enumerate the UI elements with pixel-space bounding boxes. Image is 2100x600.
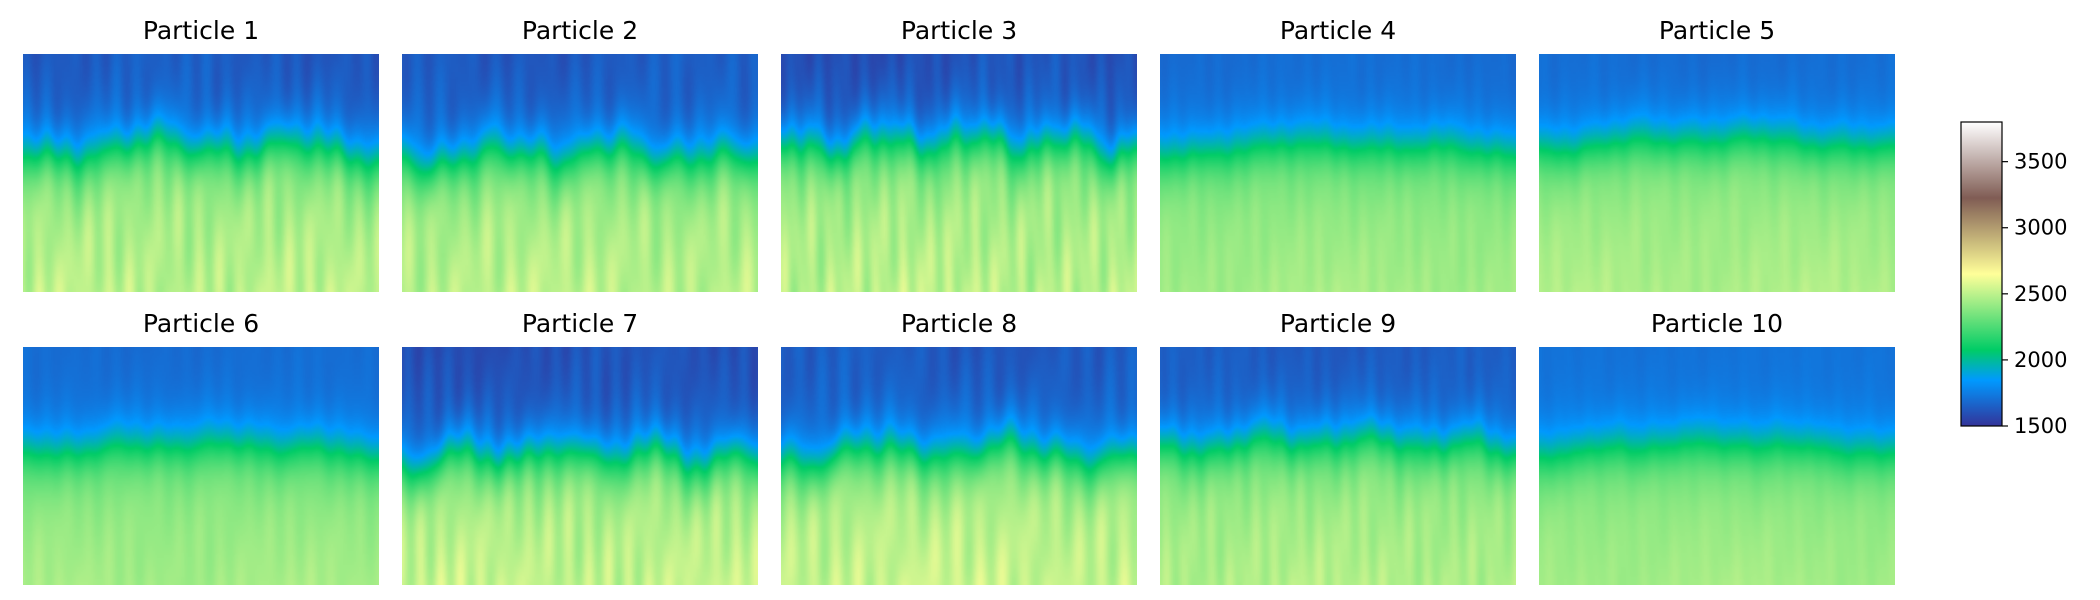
panel-heatmap [1539, 347, 1895, 585]
panel-title: Particle 4 [1280, 16, 1396, 45]
panel-title: Particle 3 [901, 16, 1017, 45]
panel-heatmap [402, 54, 758, 292]
colorbar-tick-label: 2000 [2014, 348, 2067, 372]
colorbar-tick-label: 3500 [2014, 150, 2067, 174]
panel-heatmap [402, 347, 758, 585]
colorbar-tick-label: 1500 [2014, 414, 2067, 438]
panel-title: Particle 9 [1280, 309, 1396, 338]
panel-title: Particle 8 [901, 309, 1017, 338]
panel-title: Particle 10 [1651, 309, 1783, 338]
colorbar-tick-label: 2500 [2014, 282, 2067, 306]
panel-title: Particle 1 [143, 16, 259, 45]
panel-heatmap [781, 54, 1137, 292]
panel-heatmap [781, 347, 1137, 585]
panels-grid: Particle 1 Particle 2 Particle 3 Particle 4… [23, 16, 1895, 585]
panel-heatmap [23, 347, 379, 585]
panel-title: Particle 2 [522, 16, 638, 45]
panel-title: Particle 5 [1659, 16, 1775, 45]
colorbar-tick-label: 3000 [2014, 216, 2067, 240]
panel-heatmap [1160, 54, 1516, 292]
panel-title: Particle 7 [522, 309, 638, 338]
colorbar: 1500 2000 2500 3000 3500 [1960, 121, 2067, 438]
colorbar-gradient [1960, 121, 2003, 427]
panel-heatmap [23, 54, 379, 292]
panel-title: Particle 6 [143, 309, 259, 338]
panel-heatmap [1160, 347, 1516, 585]
panel-heatmap [1539, 54, 1895, 292]
